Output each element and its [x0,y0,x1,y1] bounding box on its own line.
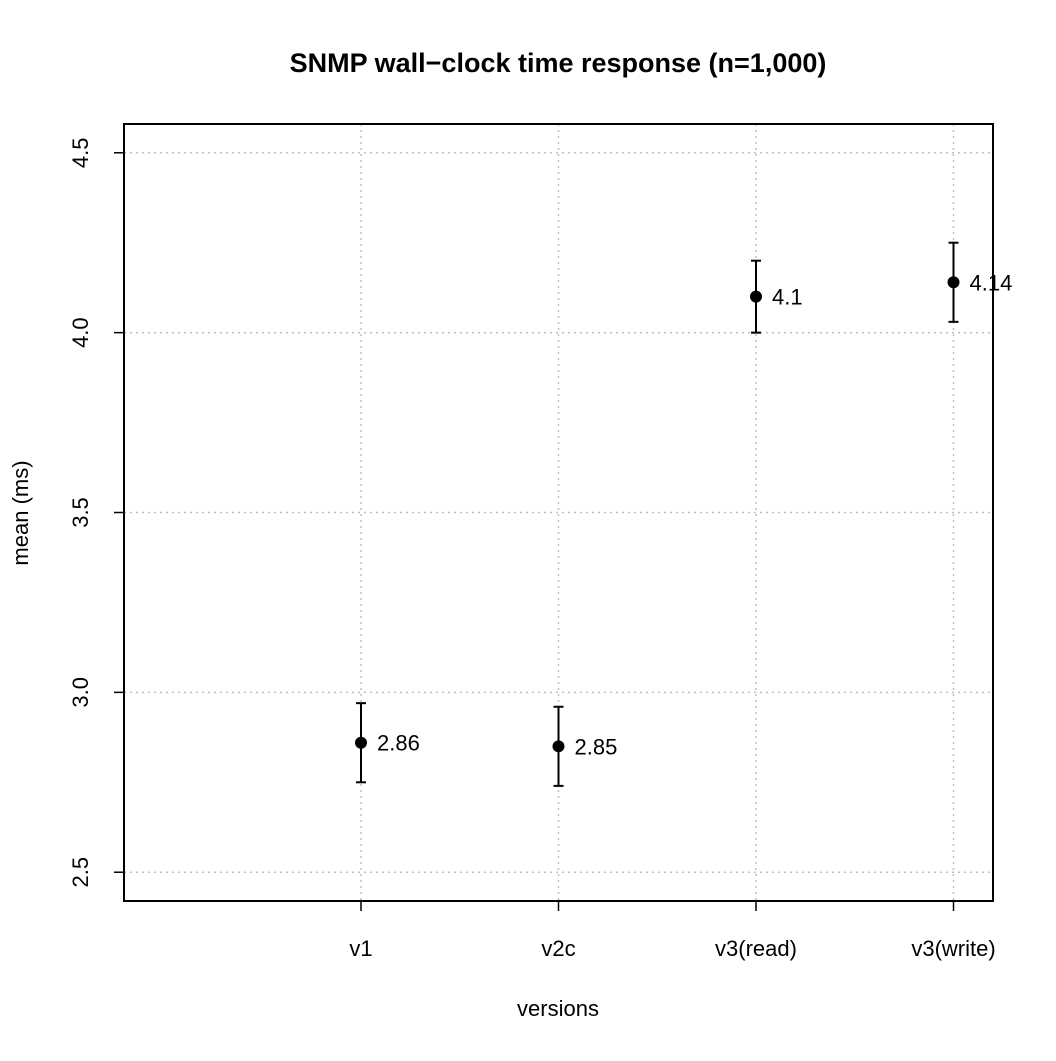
axis-layer: 2.5 3.0 3.5 4.0 4.5 v1 v2c v3(read) v3(write) [68,137,996,961]
y-tick-label: 4.0 [68,317,93,348]
data-point [750,290,762,303]
x-axis-label: versions [517,996,599,1021]
data-point [355,736,367,749]
x-tick-label: v3(write) [911,936,995,961]
data-label: 2.86 [377,731,420,756]
y-axis-label: mean (ms) [8,460,33,565]
x-tick-label: v2c [541,936,575,961]
marks-layer: 2.86 2.85 4.1 4.14 [355,241,1013,787]
y-tick-label: 3.5 [68,497,93,528]
data-label: 4.14 [970,270,1013,295]
x-tick-label: v3(read) [715,936,797,961]
y-tick-label: 4.5 [68,137,93,168]
x-tick-label: v1 [349,936,372,961]
y-tick-label: 3.0 [68,677,93,708]
data-label: 4.1 [772,285,803,310]
data-label: 2.85 [575,734,618,759]
chart-title: SNMP wall−clock time response (n=1,000) [290,48,827,78]
grid-layer [124,124,993,901]
data-point [552,740,565,753]
data-point [947,276,960,289]
y-tick-label: 2.5 [68,857,93,888]
